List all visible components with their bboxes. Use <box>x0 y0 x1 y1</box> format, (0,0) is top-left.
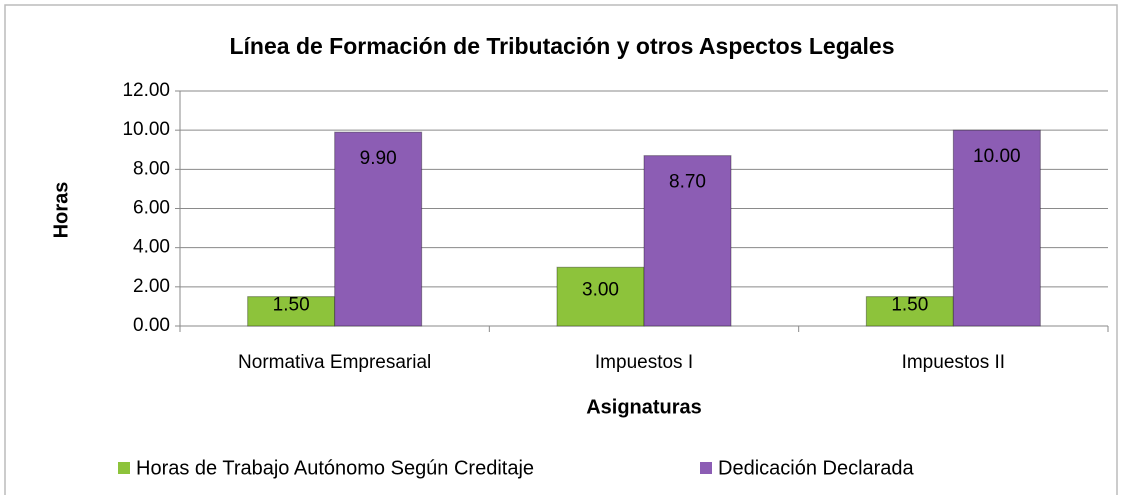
y-tick-label: 12.00 <box>122 80 170 101</box>
legend-label: Dedicación Declarada <box>718 457 915 479</box>
y-tick-label: 2.00 <box>133 276 170 297</box>
chart-border <box>4 4 1118 495</box>
legend-swatch <box>118 462 130 474</box>
y-tick-label: 8.00 <box>133 158 170 179</box>
y-tick-label: 10.00 <box>122 119 170 140</box>
chart-title: Línea de Formación de Tributación y otro… <box>229 33 894 59</box>
legend-swatch <box>700 462 712 474</box>
bar <box>952 129 1041 327</box>
y-tick-label: 6.00 <box>133 198 170 219</box>
bar <box>334 131 423 327</box>
y-tick-label: 4.00 <box>133 237 170 258</box>
legend-label: Horas de Trabajo Autónomo Según Creditaj… <box>136 457 534 479</box>
x-axis-label: Asignaturas <box>586 396 702 418</box>
data-label: 10.00 <box>973 146 1021 167</box>
data-label: 8.70 <box>669 172 706 193</box>
y-tick-label: 0.00 <box>133 315 170 336</box>
bar <box>247 296 336 327</box>
data-label: 1.50 <box>891 294 928 315</box>
y-axis-label: Horas <box>50 182 72 239</box>
x-tick-label: Impuestos II <box>902 352 1006 373</box>
data-label: 1.50 <box>273 294 310 315</box>
bar <box>556 266 645 327</box>
x-tick-label: Impuestos I <box>595 352 693 373</box>
data-label: 3.00 <box>582 280 619 301</box>
bar <box>643 155 732 327</box>
x-tick-label: Normativa Empresarial <box>238 352 431 373</box>
data-label: 9.90 <box>360 148 397 169</box>
